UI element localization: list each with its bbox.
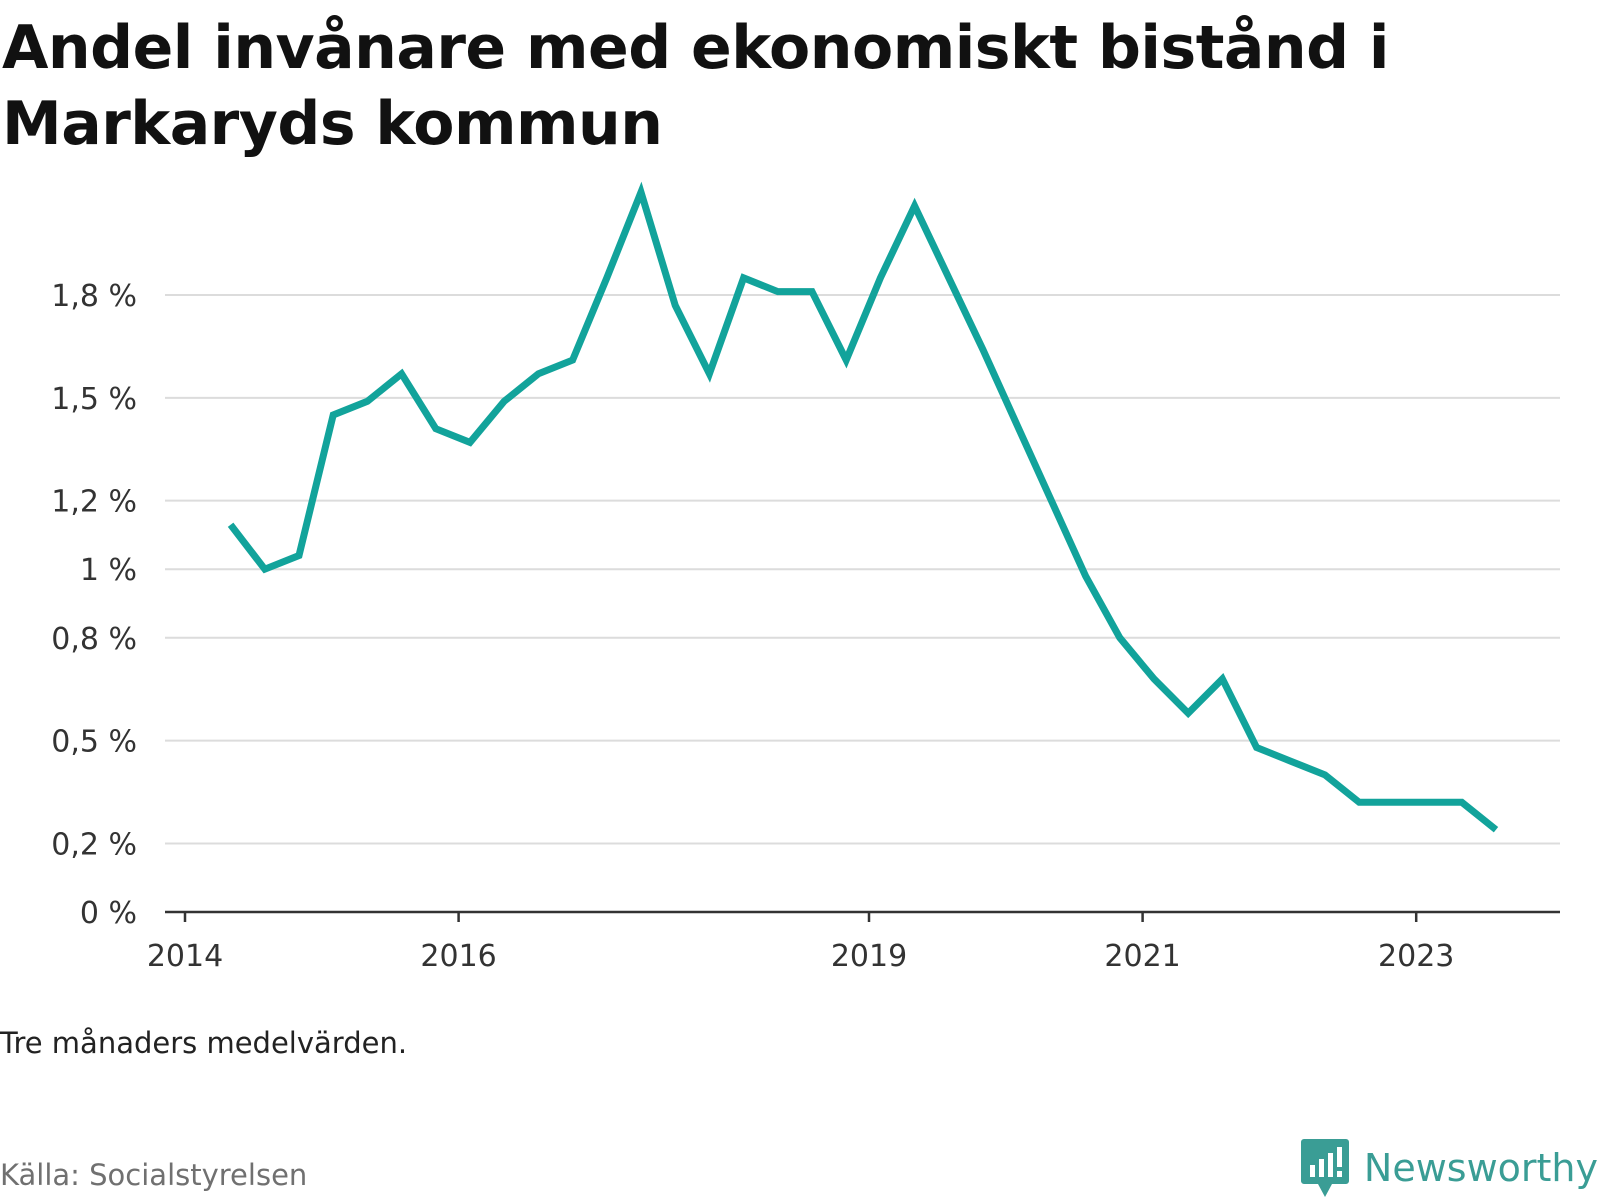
y-tick-label: 1,8 % [51, 279, 137, 314]
chart-title: Andel invånare med ekonomiskt bistånd i … [2, 13, 1389, 159]
x-tick-label: 2023 [1378, 939, 1454, 974]
x-tick-label: 2014 [147, 939, 223, 974]
brand-logo: Newsworthy [1300, 1136, 1598, 1200]
line-chart: 0 % 0,2 % 0,5 % 0,8 % 1 % 1,2 % 1,5 % 1,8 % 201… [51, 181, 1560, 974]
x-tick-label: 2016 [420, 939, 496, 974]
source-credit: Källa: Socialstyrelsen [0, 1158, 308, 1192]
y-axis-ticks: 0 % 0,2 % 0,5 % 0,8 % 1 % 1,2 % 1,5 % 1,8 % [51, 279, 137, 931]
series-layer [227, 181, 1499, 833]
y-tick-label: 1 % [80, 553, 137, 588]
gridlines [165, 294, 1560, 845]
y-tick-label: 0,5 % [51, 725, 137, 760]
newsworthy-chart-icon [1300, 1139, 1349, 1197]
x-tick-label: 2021 [1104, 939, 1180, 974]
series-line [227, 181, 1499, 833]
y-tick-label: 0,2 % [51, 827, 137, 862]
y-tick-label: 0 % [80, 896, 137, 931]
chart-note: Tre månaders medelvärden. [0, 1026, 408, 1060]
brand-name: Newsworthy [1363, 1146, 1598, 1190]
x-axis: 2014 2016 2019 2021 2023 [147, 910, 1560, 974]
y-tick-label: 0,8 % [51, 622, 137, 657]
y-tick-label: 1,2 % [51, 485, 137, 520]
y-tick-label: 1,5 % [51, 382, 137, 417]
x-tick-label: 2019 [831, 939, 907, 974]
